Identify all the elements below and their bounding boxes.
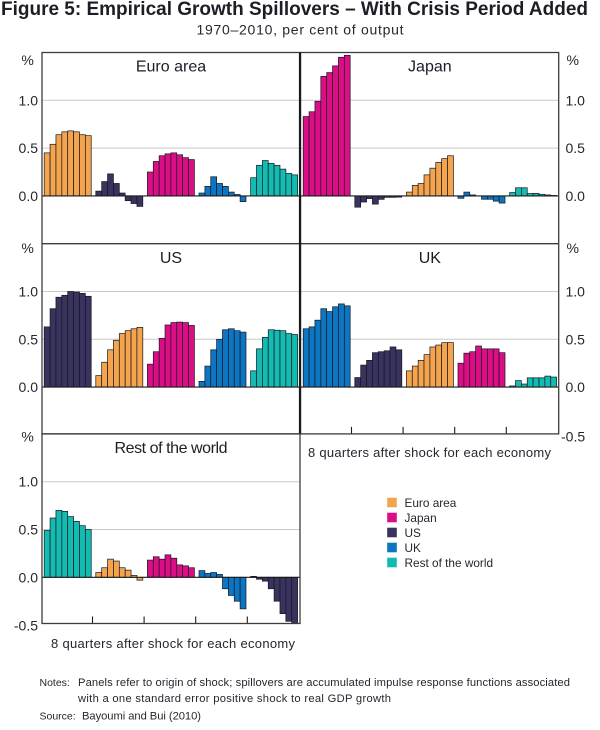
svg-text:0.0: 0.0 bbox=[19, 379, 39, 395]
svg-text:Japan: Japan bbox=[405, 511, 437, 525]
svg-text:Notes:: Notes: bbox=[40, 677, 70, 689]
svg-text:1.0: 1.0 bbox=[19, 92, 39, 108]
svg-text:with a one standard error posi: with a one standard error positive shock… bbox=[77, 693, 391, 705]
svg-text:1.0: 1.0 bbox=[566, 92, 586, 108]
svg-text:%: % bbox=[567, 52, 579, 68]
svg-text:8 quarters after shock for eac: 8 quarters after shock for each economy bbox=[308, 445, 552, 460]
svg-text:Source:: Source: bbox=[40, 711, 76, 723]
svg-text:%: % bbox=[21, 240, 33, 256]
svg-text:US: US bbox=[405, 526, 422, 540]
svg-text:%: % bbox=[21, 52, 33, 68]
svg-text:8 quarters after shock for eac: 8 quarters after shock for each economy bbox=[51, 636, 296, 651]
svg-text:0.0: 0.0 bbox=[19, 569, 39, 585]
svg-text:0.0: 0.0 bbox=[19, 188, 39, 204]
svg-text:%: % bbox=[567, 240, 579, 256]
svg-text:Japan: Japan bbox=[408, 59, 452, 76]
svg-text:1.0: 1.0 bbox=[566, 284, 586, 300]
svg-text:1970–2010, per cent of output: 1970–2010, per cent of output bbox=[197, 22, 404, 38]
svg-text:Bayoumi and Bui (2010): Bayoumi and Bui (2010) bbox=[82, 711, 201, 723]
svg-text:0.0: 0.0 bbox=[566, 188, 586, 204]
svg-text:1.0: 1.0 bbox=[19, 474, 39, 490]
svg-text:-0.5: -0.5 bbox=[14, 618, 38, 634]
svg-text:0.5: 0.5 bbox=[566, 140, 586, 156]
svg-text:UK: UK bbox=[419, 250, 442, 267]
svg-text:0.5: 0.5 bbox=[566, 331, 586, 347]
svg-text:Figure 5: Empirical Growth Spi: Figure 5: Empirical Growth Spillovers – … bbox=[1, 0, 588, 20]
svg-text:%: % bbox=[21, 429, 33, 445]
svg-text:-0.5: -0.5 bbox=[561, 428, 585, 444]
svg-text:Euro area: Euro area bbox=[405, 496, 457, 510]
svg-text:Rest of the world: Rest of the world bbox=[405, 556, 494, 570]
svg-text:US: US bbox=[160, 250, 182, 267]
svg-text:Panels refer to origin of shoc: Panels refer to origin of shock; spillov… bbox=[78, 677, 570, 689]
svg-text:Rest of the world: Rest of the world bbox=[115, 440, 228, 457]
svg-text:0.0: 0.0 bbox=[566, 379, 586, 395]
svg-text:1.0: 1.0 bbox=[19, 284, 39, 300]
svg-text:0.5: 0.5 bbox=[19, 522, 39, 538]
svg-text:Euro area: Euro area bbox=[136, 59, 206, 76]
svg-text:0.5: 0.5 bbox=[19, 331, 39, 347]
svg-text:UK: UK bbox=[405, 541, 422, 555]
svg-text:0.5: 0.5 bbox=[19, 140, 39, 156]
